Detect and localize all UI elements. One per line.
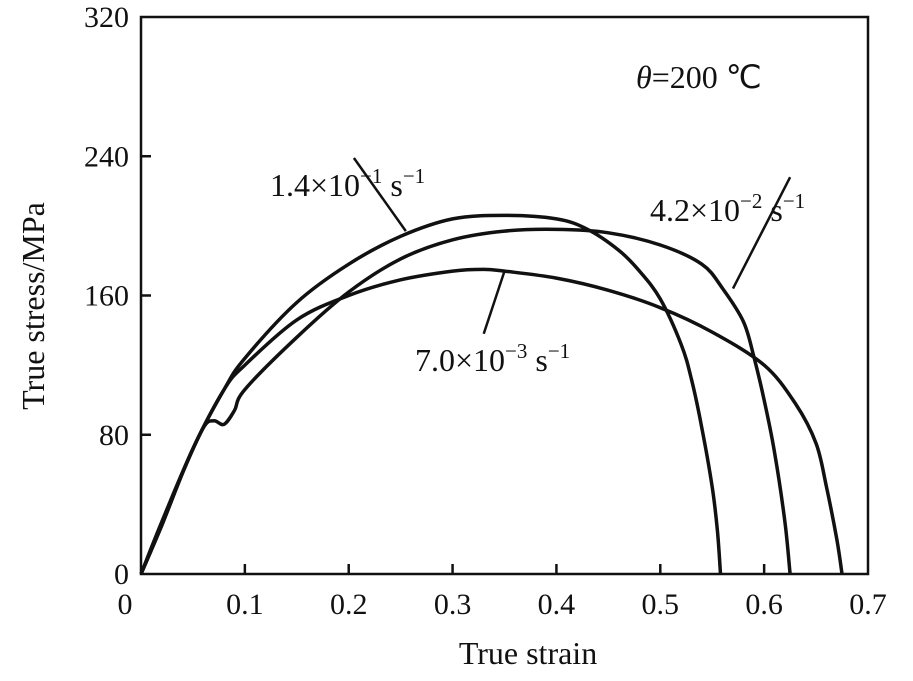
series-label-2-unit: s [762, 192, 782, 228]
series-label-3-unit: s [527, 342, 547, 378]
x-axis-ticks: 0 0.1 0.2 0.3 0.4 0.5 0.6 0.7 [118, 564, 887, 621]
x-axis-title: True strain [459, 635, 597, 671]
x-tick-label: 0.1 [226, 588, 264, 621]
series-label-1-exp: −1 [360, 164, 382, 188]
temperature-value: =200 ℃ [652, 59, 762, 95]
series-label-1-unit: s [382, 167, 402, 203]
temperature-annotation: θ=200 ℃ [636, 59, 762, 95]
x-tick-label: 0.2 [330, 588, 368, 621]
x-tick-label: 0.6 [745, 588, 783, 621]
series-label-1-mantissa: 1.4×10 [270, 167, 360, 203]
x-tick-label: 0.7 [849, 588, 887, 621]
series-label-2-unit-exp: −1 [783, 189, 805, 213]
plot-frame [139, 15, 870, 576]
series-line-1-4e-1 [139, 213, 723, 575]
theta-symbol: θ [636, 59, 652, 95]
y-tick-label: 240 [84, 140, 129, 173]
series-label-2-exp: −2 [740, 189, 762, 213]
y-axis-ticks: 0 80 160 240 320 [84, 1, 151, 591]
x-tick-label: 0.4 [538, 588, 576, 621]
series-label-3-exp: −3 [505, 339, 527, 363]
y-tick-label: 160 [84, 280, 129, 313]
series-label-2: 4.2×10−2 s−1 [650, 189, 805, 228]
leader-lines [352, 157, 792, 335]
series-label-1: 1.4×10−1 s−1 [270, 164, 425, 203]
series-label-3: 7.0×10−3 s−1 [415, 339, 570, 378]
series-label-1-unit-exp: −1 [403, 164, 425, 188]
x-tick-label: 0.5 [642, 588, 680, 621]
leader-line-7-0e-3 [482, 270, 506, 335]
y-tick-label: 320 [84, 1, 129, 34]
y-axis-title: True stress/MPa [15, 202, 51, 410]
series-label-2-mantissa: 4.2×10 [650, 192, 740, 228]
x-tick-label: 0 [118, 588, 133, 621]
series-lines [139, 213, 844, 575]
series-label-3-mantissa: 7.0×10 [415, 342, 505, 378]
leader-line-4-2e-2 [731, 176, 792, 290]
series-line-7-0e-3 [139, 267, 844, 575]
series-line-4-2e-2 [139, 227, 792, 575]
series-label-3-unit-exp: −1 [548, 339, 570, 363]
x-tick-label: 0.3 [434, 588, 472, 621]
y-tick-label: 0 [114, 558, 129, 591]
leader-line-1-4e-1 [352, 157, 407, 232]
y-tick-label: 80 [99, 419, 129, 452]
